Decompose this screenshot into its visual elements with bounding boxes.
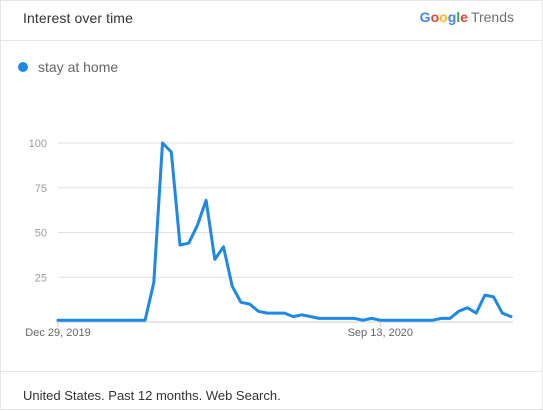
chart-legend: stay at home xyxy=(18,59,118,75)
series-dot-icon xyxy=(18,62,28,72)
x-tick-label: Sep 13, 2020 xyxy=(348,327,413,339)
series-line xyxy=(56,141,513,322)
legend-label: stay at home xyxy=(38,59,119,75)
y-tick-label: 100 xyxy=(29,138,47,150)
google-letter: o xyxy=(439,9,448,25)
footer-text: United States. Past 12 months. Web Searc… xyxy=(23,388,281,403)
y-tick-label: 25 xyxy=(35,272,47,284)
google-letter: G xyxy=(419,9,431,25)
chart-title: Interest over time xyxy=(23,10,133,26)
x-tick-label: Dec 29, 2019 xyxy=(25,327,90,339)
y-tick-label: 50 xyxy=(35,228,47,240)
card-footer: United States. Past 12 months. Web Searc… xyxy=(1,371,542,411)
google-letter: e xyxy=(460,9,468,25)
google-letter: o xyxy=(430,9,440,25)
y-tick-label: 75 xyxy=(35,183,47,195)
card-header: Interest over time Google Trends xyxy=(1,1,542,41)
google-letter: l xyxy=(456,9,461,25)
google-letter: g xyxy=(447,9,457,25)
google-trends-logo[interactable]: Google Trends xyxy=(420,9,514,25)
google-wordmark: Google xyxy=(420,9,468,25)
trends-wordmark: Trends xyxy=(470,9,514,25)
